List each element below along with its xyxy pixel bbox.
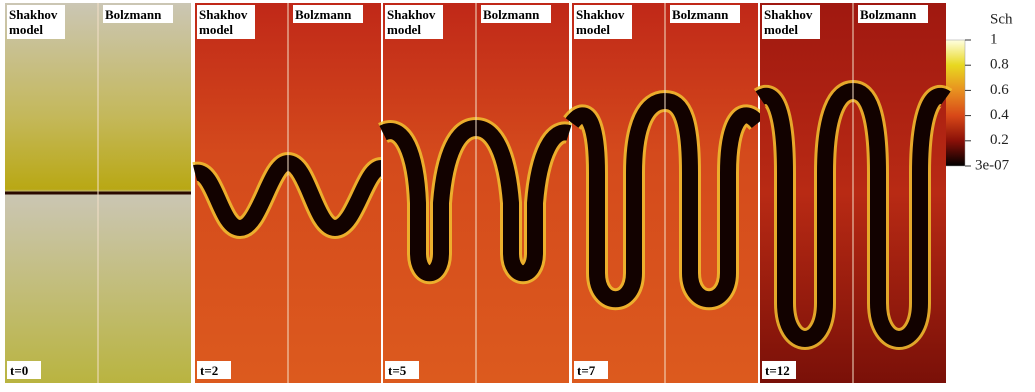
model-label: Bolzmann [295, 7, 352, 22]
time-label: t=0 [10, 363, 28, 378]
colorbar-title: Sch [990, 11, 1013, 27]
model-label: Bolzmann [483, 7, 540, 22]
figure: Sch ShakhovmodelBolzmannt=0ShakhovmodelB… [0, 0, 1035, 387]
model-label: Bolzmann [860, 7, 917, 22]
time-label: t=7 [577, 363, 596, 378]
colorbar-tick-label: 0.4 [990, 107, 1009, 123]
colorbar-tick-label: 1 [990, 31, 998, 47]
colorbar-tick-label: 0.2 [990, 132, 1009, 148]
time-label: t=5 [388, 363, 407, 378]
colorbar-tick-label: 3e-07 [975, 157, 1010, 173]
model-label: Bolzmann [105, 7, 162, 22]
model-label: Bolzmann [672, 7, 729, 22]
colorbar-tick-label: 0.6 [990, 82, 1009, 98]
time-label: t=2 [200, 363, 218, 378]
colorbar-tick-label: 0.8 [990, 57, 1009, 73]
time-label: t=12 [765, 363, 790, 378]
colorbar [945, 40, 965, 166]
